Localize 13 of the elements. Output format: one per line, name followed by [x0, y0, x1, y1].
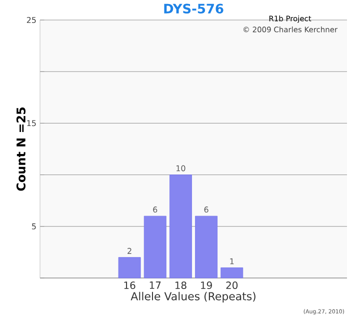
x-tick-label: 20: [226, 282, 238, 290]
bar: [118, 257, 141, 278]
x-tick-label: 17: [150, 282, 161, 289]
bar: [170, 174, 192, 278]
chart-title: DYS-576: [164, 4, 224, 14]
x-axis-title: Allele Values (Repeats): [130, 292, 256, 303]
y-axis-title: Count N =25: [16, 107, 26, 191]
bar: [144, 216, 166, 278]
bar: [220, 267, 244, 278]
x-tick-label: 19: [201, 282, 212, 290]
bar: [195, 216, 218, 278]
x-tick-label: 18: [175, 282, 186, 290]
x-tick-label: 16: [124, 282, 136, 290]
